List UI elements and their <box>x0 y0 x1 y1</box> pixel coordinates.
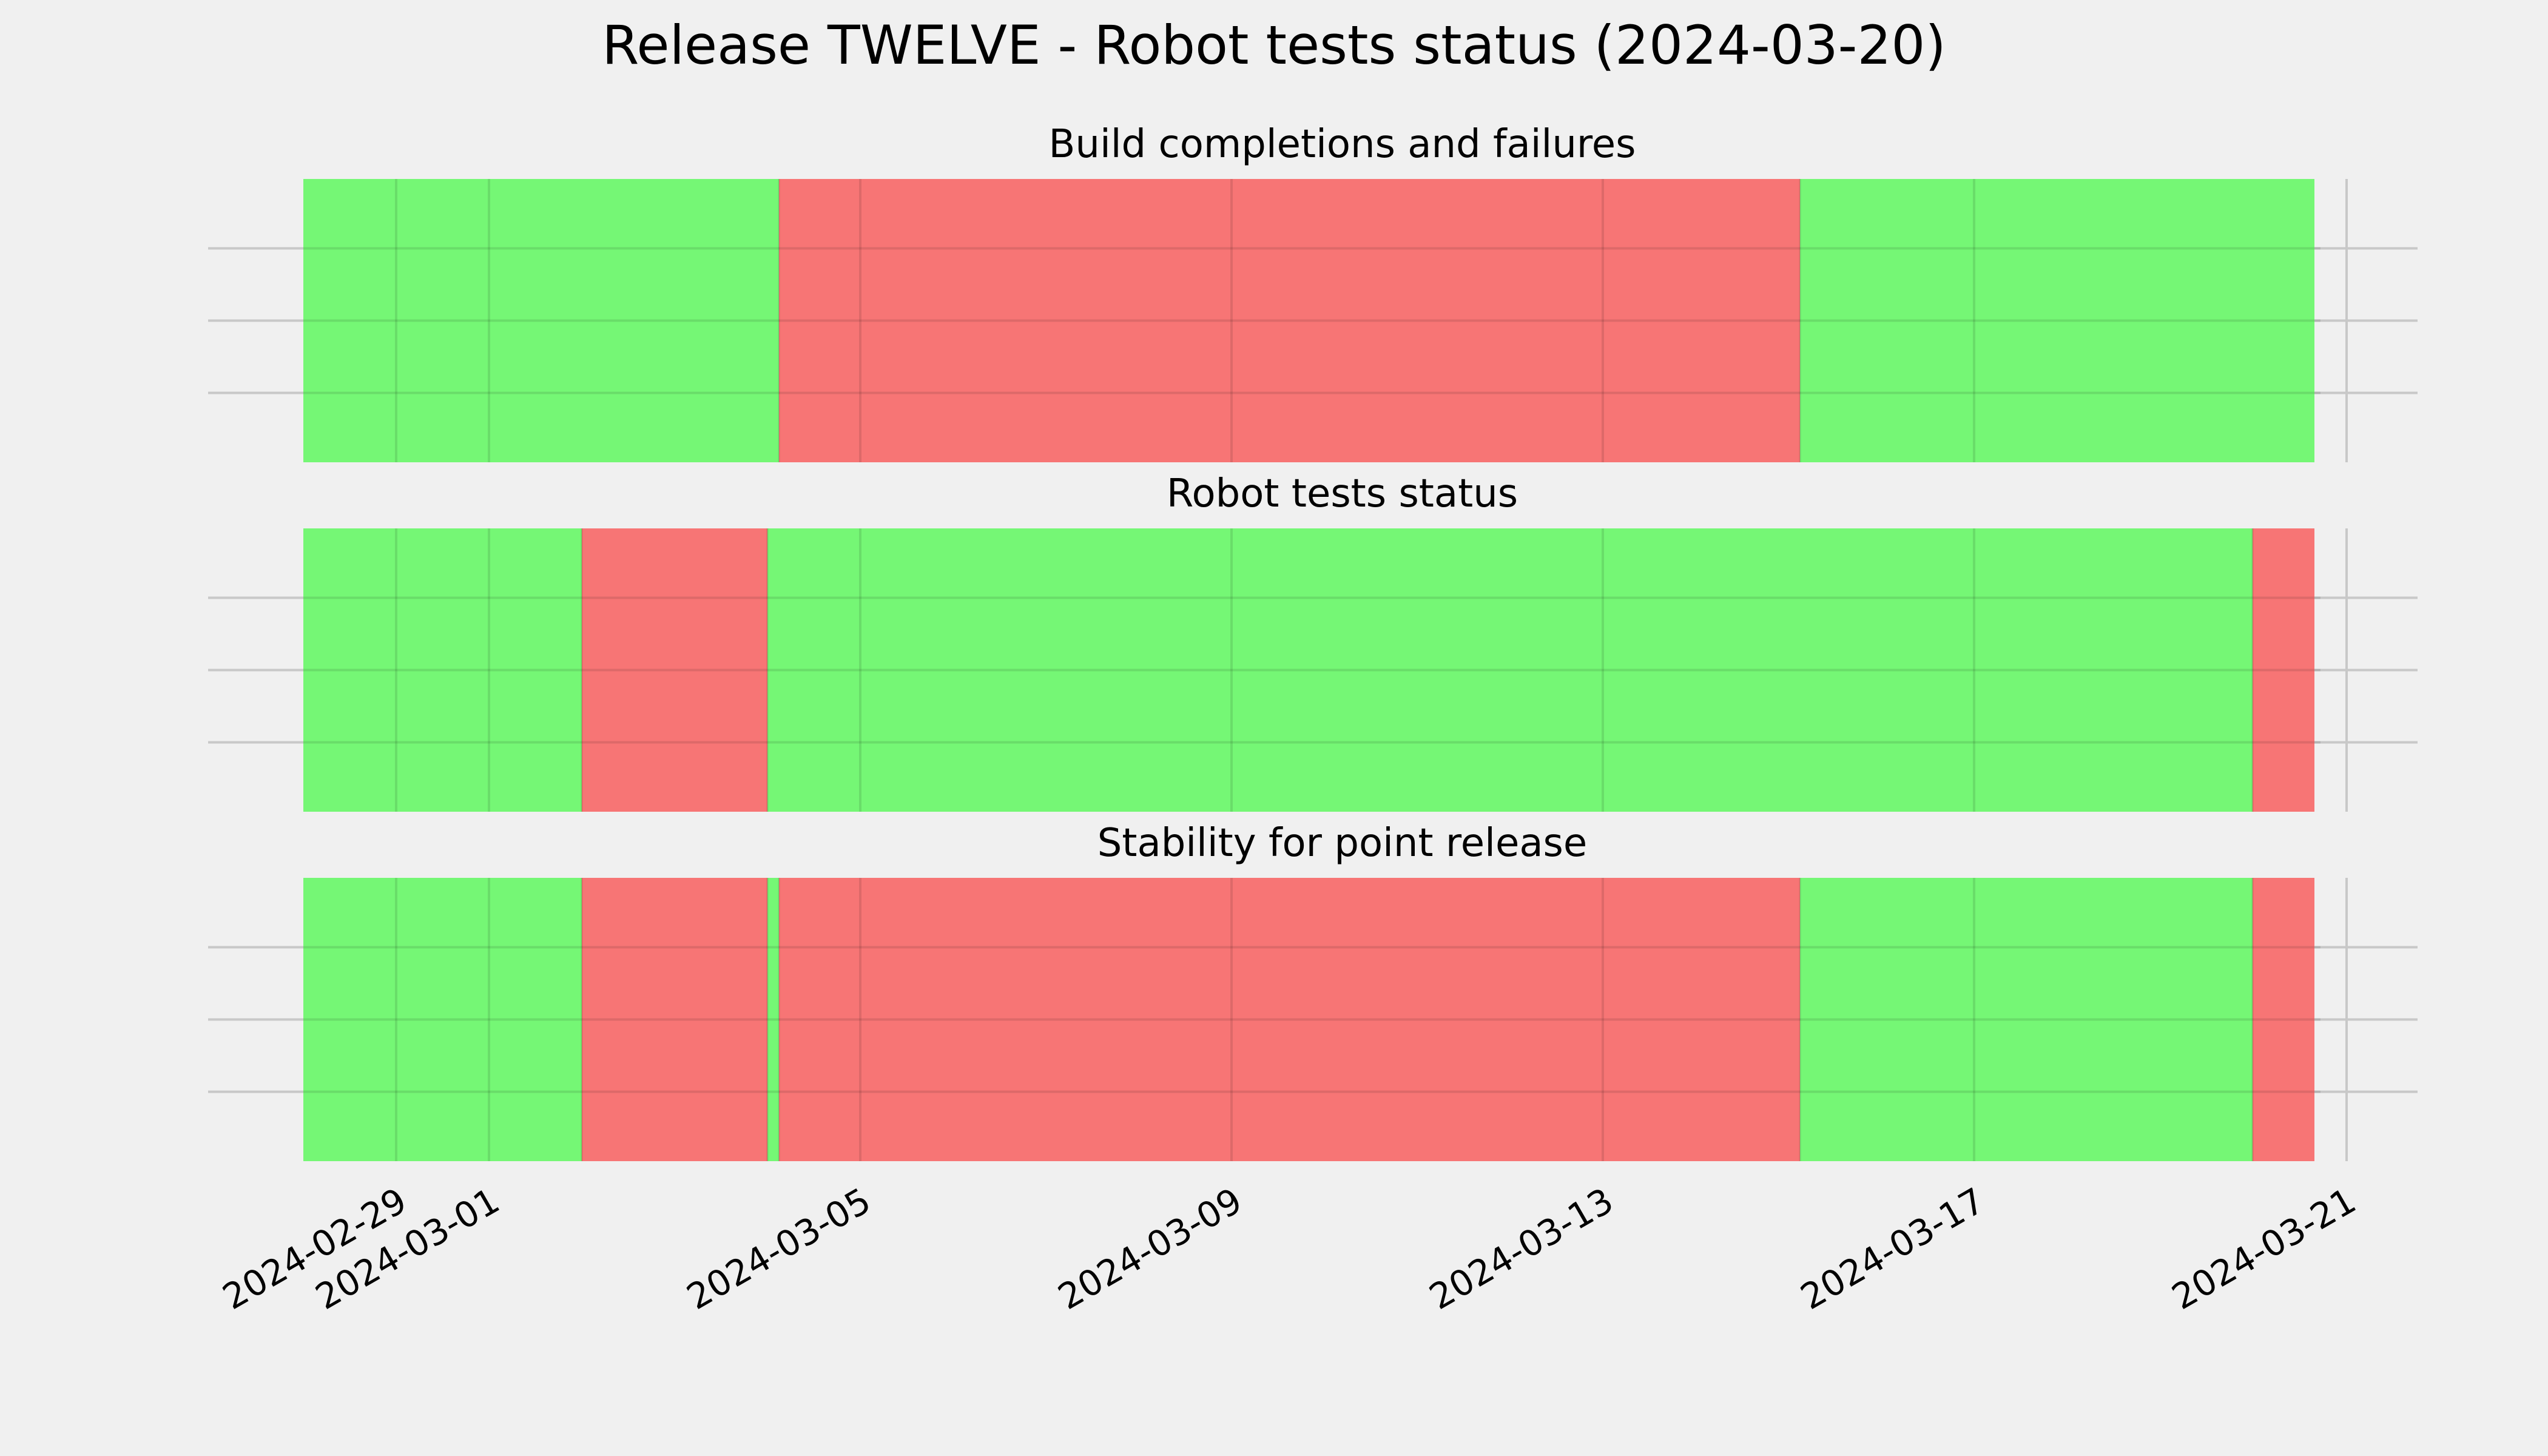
panel-title: Build completions and failures <box>1049 122 1636 167</box>
x-tick-label: 2024-03-21 <box>2165 1180 2363 1318</box>
timeline-panel: Robot tests status <box>208 471 2418 812</box>
panel-title: Robot tests status <box>1167 471 1518 516</box>
timeline-panel: Build completions and failures <box>208 122 2418 462</box>
status-segment-pass <box>1800 878 2253 1161</box>
x-tick-label: 2024-03-09 <box>1051 1180 1249 1318</box>
x-tick-label: 2024-03-17 <box>1794 1180 1992 1318</box>
status-segment-pass <box>767 528 2253 812</box>
status-segment-pass <box>303 528 582 812</box>
status-segment-pass <box>303 878 582 1161</box>
status-segment-fail <box>2253 878 2314 1161</box>
chart-title: Release TWELVE - Robot tests status (202… <box>602 14 1946 76</box>
panel-title: Stability for point release <box>1097 821 1588 866</box>
x-tick-label: 2024-03-05 <box>680 1180 878 1318</box>
status-segment-fail <box>2253 528 2314 812</box>
status-segment-fail <box>779 878 1801 1161</box>
status-segment-fail <box>582 878 767 1161</box>
x-tick-label: 2024-03-13 <box>1423 1180 1620 1318</box>
status-segment-pass <box>1800 179 2314 462</box>
timeline-panel: Stability for point release <box>208 821 2418 1161</box>
status-segment-pass <box>303 179 780 462</box>
status-segment-fail <box>582 528 767 812</box>
status-segment-pass <box>767 878 780 1161</box>
status-segment-fail <box>779 179 1801 462</box>
